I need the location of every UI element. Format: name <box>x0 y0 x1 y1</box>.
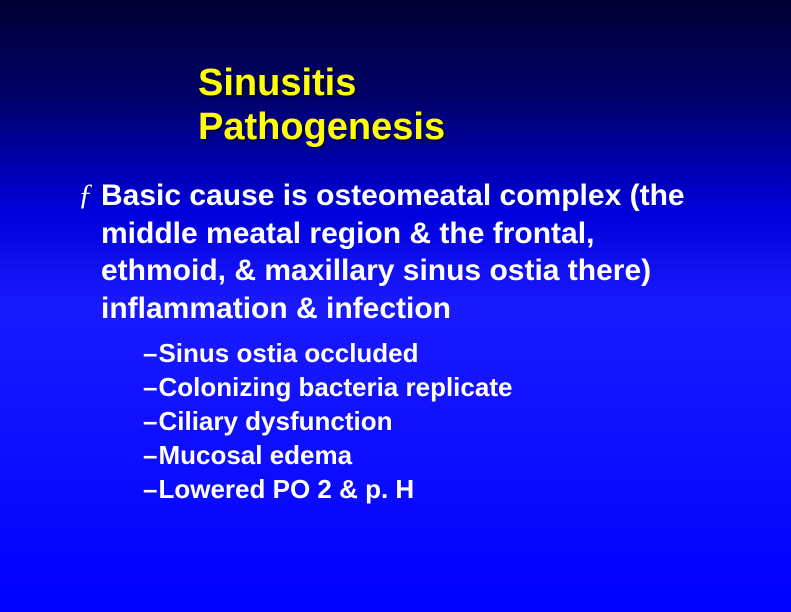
sub-bullet-marker: – <box>143 439 157 473</box>
sub-bullet-item: – Colonizing bacteria replicate <box>143 371 791 405</box>
sub-bullet-marker: – <box>143 473 157 507</box>
title-line1: Sinusitis <box>198 62 356 104</box>
title-line2: Pathogenesis <box>198 106 445 148</box>
sub-bullet-text: Ciliary dysfunction <box>158 405 392 439</box>
main-bullet-text: Basic cause is osteomeatal complex (the … <box>101 177 791 327</box>
sub-bullet-marker: – <box>143 371 157 405</box>
slide-content: ƒ Basic cause is osteomeatal complex (th… <box>0 149 791 506</box>
sub-bullet-text: Sinus ostia occluded <box>158 337 418 371</box>
sub-bullet-text: Mucosal edema <box>158 439 352 473</box>
slide-title: Sinusitis Pathogenesis <box>0 0 791 149</box>
sub-bullet-marker: – <box>143 337 157 371</box>
sub-bullet-list: – Sinus ostia occluded – Colonizing bact… <box>78 327 791 506</box>
sub-bullet-item: – Sinus ostia occluded <box>143 337 791 371</box>
sub-bullet-text: Colonizing bacteria replicate <box>158 371 512 405</box>
sub-bullet-item: – Lowered PO 2 & p. H <box>143 473 791 507</box>
main-bullet-marker: ƒ <box>78 177 93 213</box>
main-bullet: ƒ Basic cause is osteomeatal complex (th… <box>78 177 791 327</box>
sub-bullet-text: Lowered PO 2 & p. H <box>158 473 414 507</box>
sub-bullet-item: – Mucosal edema <box>143 439 791 473</box>
sub-bullet-item: – Ciliary dysfunction <box>143 405 791 439</box>
sub-bullet-marker: – <box>143 405 157 439</box>
